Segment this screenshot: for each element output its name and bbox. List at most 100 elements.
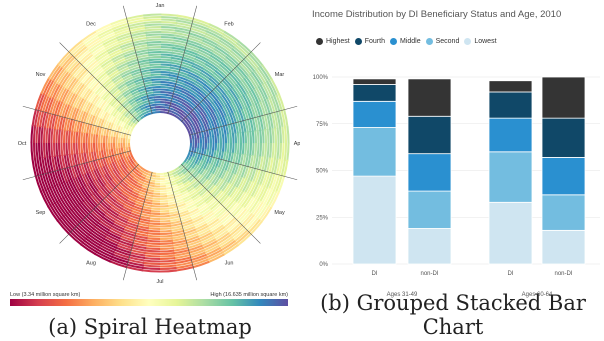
heatmap-cell: [78, 120, 83, 133]
heatmap-cell: [86, 90, 96, 102]
heatmap-cell: [236, 132, 240, 144]
heatmap-cell: [93, 67, 105, 78]
heatmap-cell: [225, 151, 229, 162]
heatmap-cell: [88, 195, 99, 207]
heatmap-cell: [220, 126, 225, 136]
heatmap-cell: [254, 143, 258, 157]
heatmap-cell: [197, 137, 200, 144]
heatmap-cell: [86, 77, 98, 89]
heatmap-cell: [205, 95, 214, 104]
heatmap-cell: [159, 180, 166, 183]
heatmap-cell: [88, 151, 93, 162]
heatmap-cell: [212, 50, 227, 61]
heatmap-cell: [115, 184, 124, 193]
heatmap-cell: [71, 118, 76, 132]
heatmap-cell: [69, 61, 82, 75]
heatmap-cell: [265, 157, 272, 174]
heatmap-cell: [131, 102, 138, 108]
heatmap-cell: [243, 77, 254, 92]
heatmap-cell: [174, 31, 191, 38]
heatmap-cell: [44, 172, 52, 189]
heatmap-cell: [172, 111, 178, 116]
heatmap-cell: [131, 34, 148, 40]
heatmap-cell: [160, 68, 171, 72]
heatmap-cell: [113, 220, 126, 229]
heatmap-cell: [95, 159, 100, 169]
heatmap-cell: [160, 78, 170, 82]
heatmap-cell: [158, 249, 175, 253]
heatmap-cell: [266, 98, 274, 115]
heatmap-cell: [86, 59, 99, 71]
heatmap-cell: [34, 92, 43, 111]
heatmap-cell: [91, 124, 95, 135]
heatmap-cell: [188, 103, 196, 110]
heatmap-cell: [199, 153, 204, 161]
heatmap-cell: [73, 153, 78, 166]
heatmap-cell: [182, 194, 192, 201]
heatmap-cell: [193, 171, 200, 179]
heatmap-cell: [175, 21, 193, 28]
heatmap-cell: [78, 203, 90, 216]
heatmap-cell: [79, 51, 93, 64]
heatmap-cell: [217, 150, 222, 160]
heatmap-cell: [226, 200, 237, 213]
month-divider: [59, 164, 139, 244]
heatmap-cell: [261, 156, 267, 172]
heatmap-cell: [148, 183, 155, 188]
heatmap-cell: [219, 64, 232, 75]
heatmap-cell: [220, 151, 224, 161]
heatmap-cell: [175, 115, 180, 120]
heatmap-cell: [128, 134, 132, 140]
heatmap-cell: [231, 86, 241, 99]
heatmap-cell: [147, 229, 160, 233]
heatmap-cell: [72, 142, 76, 155]
heatmap-cell: [168, 74, 179, 78]
heatmap-cell: [128, 146, 132, 152]
heatmap-cell: [90, 229, 105, 241]
heatmap-cell: [103, 197, 113, 207]
heatmap-cell: [181, 223, 195, 230]
heatmap-cell: [194, 158, 199, 165]
heatmap-cell: [160, 20, 178, 25]
bar-segment: [352, 127, 397, 177]
heatmap-cell: [143, 113, 149, 118]
heatmap-cell: [82, 32, 99, 44]
heatmap-cell: [150, 207, 160, 211]
heatmap-cell: [147, 96, 155, 100]
heatmap-cell: [118, 237, 134, 244]
heatmap-cell: [197, 76, 208, 84]
heatmap-cell: [196, 78, 207, 86]
heatmap-cell: [61, 116, 67, 131]
heatmap-cell: [221, 196, 232, 207]
heatmap-cell: [108, 129, 112, 137]
heatmap-cell: [87, 212, 100, 224]
heatmap-cell: [159, 209, 170, 213]
heatmap-cell: [44, 79, 55, 97]
heatmap-cell: [176, 101, 183, 107]
heatmap-cell: [203, 244, 220, 254]
heatmap-cell: [158, 259, 176, 263]
heatmap-cell: [148, 55, 161, 59]
heatmap-cell: [197, 104, 204, 112]
heatmap-cell: [111, 222, 125, 231]
heatmap-cell: [251, 168, 259, 184]
heatmap-cell: [192, 157, 197, 164]
heatmap-cell: [219, 134, 223, 144]
heatmap-cell: [230, 123, 235, 135]
heatmap-cell: [143, 254, 160, 258]
heatmap-cell: [191, 216, 204, 224]
heatmap-cell: [175, 83, 185, 88]
heatmap-cell: [58, 183, 67, 198]
heatmap-cell: [129, 65, 141, 72]
heatmap-cell: [126, 14, 145, 20]
heatmap-cell: [126, 105, 133, 112]
heatmap-cell: [107, 156, 112, 164]
heatmap-cell: [182, 111, 189, 117]
heatmap-cell: [198, 132, 202, 139]
heatmap-cell: [66, 212, 79, 226]
heatmap-cell: [56, 184, 65, 200]
heatmap-cell: [120, 192, 129, 199]
heatmap-cell: [109, 122, 115, 131]
heatmap-cell: [159, 175, 165, 178]
heatmap-cell: [72, 130, 76, 143]
